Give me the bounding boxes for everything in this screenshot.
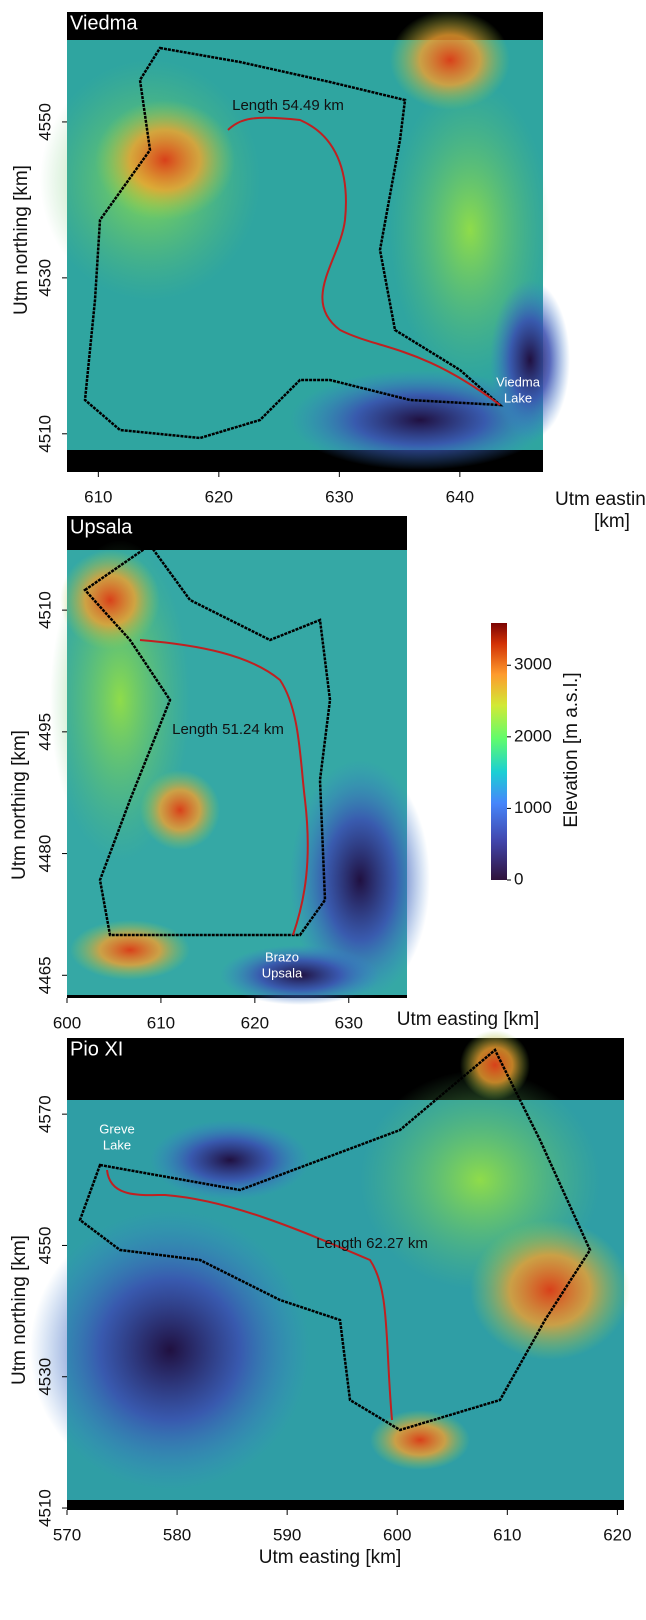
y-tick-label: 4530	[35, 259, 54, 297]
place-label: Brazo	[265, 949, 299, 964]
x-tick-label: 590	[273, 1525, 301, 1544]
y-tick-label: 4550	[35, 103, 54, 141]
x-tick-label: 610	[84, 487, 112, 506]
colorbar	[491, 623, 507, 880]
x-tick-label: 610	[493, 1525, 521, 1544]
x-tick-label: 620	[205, 487, 233, 506]
y-tick-label: 4550	[35, 1227, 54, 1265]
panel-title: Viedma	[70, 12, 138, 34]
place-label: Greve	[99, 1121, 134, 1136]
length-label: Length 51.24 km	[172, 721, 284, 738]
x-tick-label: 620	[603, 1525, 631, 1544]
place-label: Lake	[103, 1137, 131, 1152]
y-axis-label: Utm northing [km]	[9, 1235, 30, 1385]
terrain-pio-xi	[30, 1030, 630, 1510]
terrain-viedma	[40, 10, 570, 472]
x-tick-label: 630	[335, 1013, 363, 1032]
x-tick-label: 570	[53, 1525, 81, 1544]
colorbar-label: Elevation [m a.s.l.]	[561, 672, 582, 827]
y-tick-label: 4495	[35, 713, 54, 751]
colorbar-tick-label: 0	[514, 869, 523, 888]
place-label: Viedma	[496, 374, 541, 389]
x-tick-label: 580	[163, 1525, 191, 1544]
x-tick-label: 640	[446, 487, 474, 506]
x-tick-label: 630	[325, 487, 353, 506]
panel-title: Upsala	[70, 516, 133, 538]
x-tick-label: 620	[241, 1013, 269, 1032]
x-axis-label: [km]	[594, 511, 630, 532]
y-tick-label: 4480	[35, 835, 54, 873]
place-label: Lake	[504, 390, 532, 405]
x-tick-label: 600	[383, 1525, 411, 1544]
y-tick-label: 4510	[35, 1489, 54, 1527]
y-tick-label: 4570	[35, 1095, 54, 1133]
terrain-upsala	[50, 516, 430, 1005]
colorbar-tick-label: 1000	[514, 798, 552, 817]
y-axis-label: Utm northing [km]	[9, 730, 30, 880]
colorbar-tick-label: 3000	[514, 655, 552, 674]
length-label: Length 54.49 km	[232, 97, 344, 114]
y-tick-label: 4465	[35, 956, 54, 994]
x-tick-label: 600	[53, 1013, 81, 1032]
length-label: Length 62.27 km	[316, 1235, 428, 1252]
y-tick-label: 4510	[35, 415, 54, 453]
x-axis-label: Utm easting [km]	[259, 1547, 402, 1568]
x-axis-label: Utm easting	[555, 489, 646, 510]
y-tick-label: 4510	[35, 591, 54, 629]
x-tick-label: 610	[147, 1013, 175, 1032]
x-axis-label: Utm easting [km]	[397, 1009, 540, 1030]
y-tick-label: 4530	[35, 1358, 54, 1396]
panel-title: Pio XI	[70, 1038, 123, 1060]
y-axis-label: Utm northing [km]	[11, 165, 32, 315]
place-label: Upsala	[262, 965, 303, 980]
colorbar-tick-label: 2000	[514, 726, 552, 745]
